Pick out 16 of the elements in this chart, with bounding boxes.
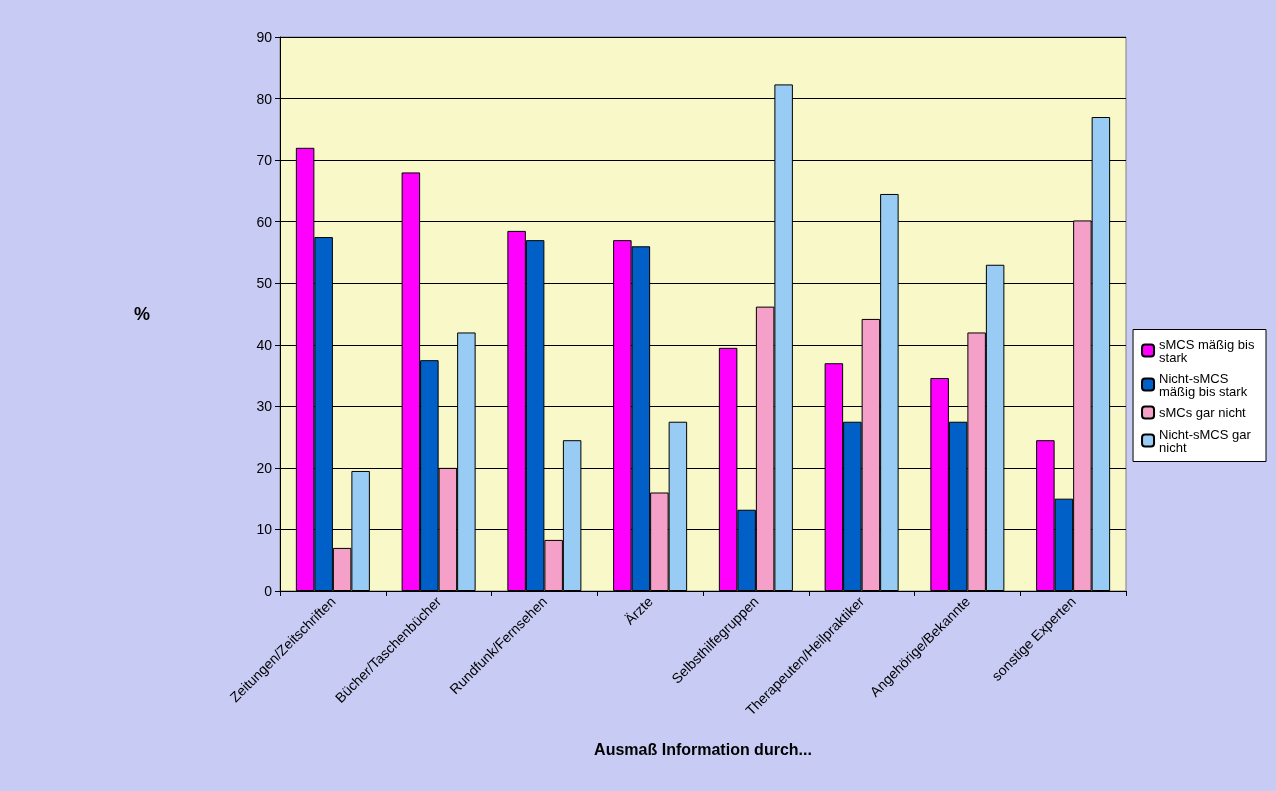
legend-label: sMCs gar nicht	[1159, 405, 1247, 420]
legend-label: Nicht-sMCS gar nicht	[1159, 426, 1255, 455]
y-tick-label: 60	[256, 213, 273, 230]
y-tick-label: 30	[256, 398, 273, 415]
y-tick-label: 20	[256, 459, 273, 476]
y-tick-label: 10	[256, 521, 273, 538]
x-axis-title: Ausmaß Information durch...	[594, 740, 812, 758]
y-tick-label: 70	[256, 152, 273, 169]
y-tick-label: 50	[256, 275, 273, 292]
legend-label: Nicht-sMCS mäßig bis stark	[1159, 370, 1248, 399]
legend-label: sMCS mäßig bis stark	[1159, 336, 1259, 365]
y-axis-title: %	[133, 304, 150, 324]
y-tick-label: 0	[264, 583, 273, 599]
y-tick-label: 80	[256, 90, 273, 107]
y-tick-label: 90	[256, 29, 273, 45]
y-tick-label: 40	[256, 336, 273, 353]
